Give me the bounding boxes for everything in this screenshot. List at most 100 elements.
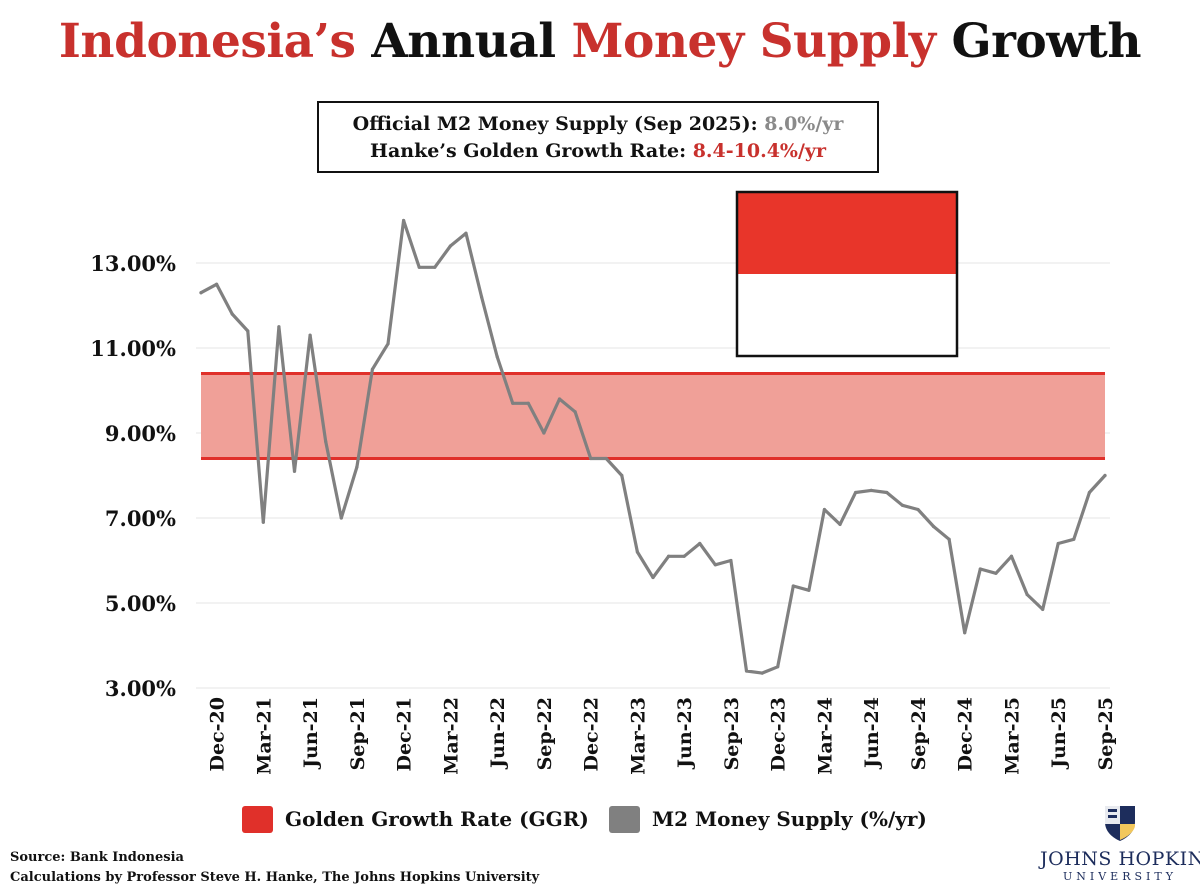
x-tick-label-0: Dec-20 — [207, 697, 229, 771]
ggr-band-fill — [201, 373, 1105, 459]
m2-point-2 — [230, 312, 234, 316]
y-tick-label-4: 11.00% — [90, 336, 176, 361]
x-tick-label-13: Mar-24 — [814, 697, 836, 775]
legend-ggr: Golden Growth Rate (GGR) — [242, 804, 589, 834]
m2-point-21 — [526, 401, 530, 405]
info-ggr-value: 8.4-10.4%/yr — [692, 140, 826, 162]
m2-point-35 — [744, 669, 749, 673]
ggr-band — [201, 372, 1105, 460]
m2-point-25 — [589, 456, 593, 461]
m2-point-17 — [464, 231, 468, 235]
m2-point-48 — [947, 537, 951, 541]
m2-point-29 — [651, 575, 655, 580]
legend-m2-label: M2 Money Supply (%/yr) — [652, 807, 927, 831]
info-box: Official M2 Money Supply (Sep 2025): 8.0… — [317, 101, 879, 173]
m2-point-43 — [869, 488, 873, 492]
m2-point-4 — [261, 520, 265, 524]
x-tick-label-2: Jun-21 — [300, 697, 322, 770]
y-tick-label-1: 5.00% — [105, 591, 176, 616]
m2-point-30 — [666, 554, 671, 558]
m2-point-24 — [573, 410, 577, 414]
x-tick-label-5: Mar-22 — [440, 697, 462, 775]
m2-point-50 — [978, 567, 982, 571]
m2-point-51 — [994, 571, 998, 575]
m2-point-38 — [791, 584, 795, 588]
legend-ggr-swatch — [242, 805, 273, 833]
m2-point-6 — [292, 469, 297, 473]
m2-series — [199, 218, 1107, 675]
m2-point-14 — [417, 265, 421, 269]
x-tick-label-3: Sep-21 — [347, 697, 369, 770]
m2-point-27 — [620, 473, 624, 478]
m2-point-42 — [854, 490, 858, 495]
y-tick-label-0: 3.00% — [105, 676, 176, 701]
x-tick-label-10: Jun-23 — [674, 697, 696, 770]
title-indonesia: Indonesia’s — [58, 14, 356, 69]
m2-point-11 — [370, 367, 375, 371]
flag-border — [735, 190, 959, 358]
title-growth: Growth — [935, 14, 1142, 69]
m2-point-15 — [433, 265, 437, 269]
m2-point-8 — [324, 439, 328, 444]
x-tick-label-8: Dec-22 — [581, 697, 603, 771]
jhu-name: JOHNS HOPKINS — [1040, 848, 1200, 870]
m2-point-9 — [339, 516, 343, 520]
x-tick-label-18: Jun-25 — [1048, 697, 1070, 770]
x-tick-label-15: Sep-24 — [908, 697, 930, 770]
flag-white-stripe — [737, 274, 957, 356]
m2-point-20 — [511, 401, 515, 405]
m2-point-45 — [900, 503, 904, 507]
m2-point-19 — [495, 354, 499, 359]
m2-point-54 — [1041, 607, 1045, 611]
jhu-university: UNIVERSITY — [1063, 870, 1177, 883]
m2-point-37 — [776, 665, 780, 669]
x-tick-label-9: Mar-23 — [627, 697, 649, 775]
jhu-shield-icon — [1105, 806, 1135, 841]
x-tick-label-17: Mar-25 — [1001, 697, 1023, 775]
m2-point-12 — [386, 342, 390, 346]
legend-m2-swatch — [609, 805, 640, 833]
indonesia-flag — [735, 190, 959, 358]
m2-point-22 — [542, 431, 546, 435]
m2-point-7 — [308, 333, 312, 337]
info-line-ggr: Hanke’s Golden Growth Rate: 8.4-10.4%/yr — [319, 138, 877, 165]
m2-point-26 — [604, 456, 608, 461]
y-tick-label-3: 9.00% — [105, 421, 176, 446]
y-tick-label-5: 13.00% — [90, 251, 176, 276]
m2-point-46 — [916, 507, 920, 512]
m2-point-32 — [698, 541, 702, 546]
x-tick-label-19: Sep-25 — [1095, 697, 1117, 770]
m2-point-49 — [963, 631, 967, 635]
y-tick-label-2: 7.00% — [105, 506, 176, 531]
m2-point-52 — [1009, 554, 1014, 558]
m2-point-57 — [1087, 490, 1092, 495]
jhu-logo: JOHNS HOPKINS UNIVERSITY — [1040, 804, 1200, 883]
info-line-m2: Official M2 Money Supply (Sep 2025): 8.0… — [319, 111, 877, 138]
m2-point-47 — [931, 524, 936, 529]
x-tick-label-14: Jun-24 — [861, 697, 883, 770]
calculation-note: Calculations by Professor Steve H. Hanke… — [10, 870, 540, 885]
x-tick-label-11: Sep-23 — [721, 697, 743, 770]
m2-point-44 — [885, 490, 889, 495]
m2-point-31 — [682, 554, 686, 558]
x-tick-label-12: Dec-23 — [768, 697, 790, 771]
legend-ggr-label: Golden Growth Rate (GGR) — [285, 807, 589, 831]
x-axis-ticks: Dec-20 Mar-21 Jun-21 Sep-21 Dec-21 Mar-22 Jun-… — [207, 697, 1117, 775]
source-note: Source: Bank Indonesia — [10, 850, 184, 865]
legend-m2: M2 Money Supply (%/yr) — [609, 804, 927, 834]
m2-point-3 — [246, 329, 250, 333]
m2-point-41 — [838, 522, 842, 526]
m2-point-53 — [1025, 592, 1029, 597]
m2-point-28 — [635, 550, 640, 554]
m2-point-13 — [402, 218, 406, 223]
info-ggr-label: Hanke’s Golden Growth Rate: — [370, 140, 693, 162]
m2-point-56 — [1072, 537, 1076, 541]
flag-red-stripe — [737, 192, 957, 274]
x-tick-label-16: Dec-24 — [955, 697, 977, 771]
m2-point-33 — [713, 563, 717, 567]
m2-point-23 — [557, 397, 562, 401]
title-money-supply: Money Supply — [571, 14, 936, 69]
title-annual: Annual — [355, 14, 572, 69]
m2-point-40 — [822, 507, 827, 512]
